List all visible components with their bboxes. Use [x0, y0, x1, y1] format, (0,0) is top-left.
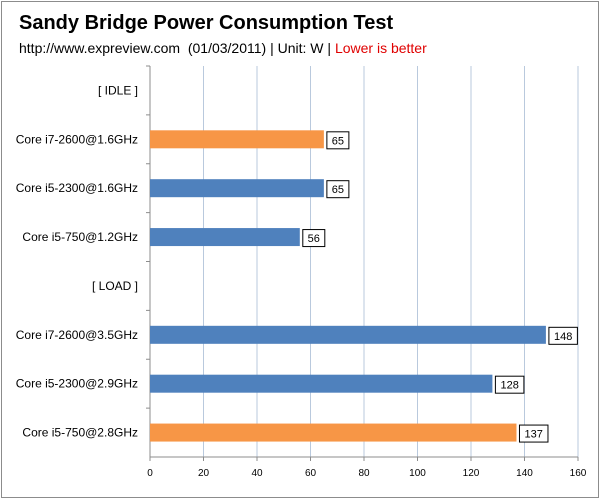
data-label-box — [548, 326, 578, 345]
x-tick-label: 40 — [251, 468, 263, 479]
x-tick-label: 60 — [305, 468, 317, 479]
subtitle-source: http://www.expreview.com — [19, 40, 181, 56]
bar — [150, 423, 517, 442]
category-label: Core i5-750@2.8GHz — [22, 426, 138, 440]
x-tick-label: 20 — [198, 468, 210, 479]
bar — [150, 325, 546, 344]
data-label: 65 — [332, 184, 344, 196]
data-label-box — [302, 229, 326, 248]
data-label-box — [326, 131, 350, 150]
bar — [150, 228, 300, 247]
bar — [150, 374, 493, 393]
chart-title: Sandy Bridge Power Consumption Test — [19, 12, 394, 34]
category-label: Core i5-750@1.2GHz — [22, 230, 138, 244]
subtitle-note: Lower is better — [334, 40, 427, 56]
data-label: 137 — [525, 429, 543, 441]
category-label: [ IDLE ] — [98, 83, 138, 97]
subtitle-date: (01/03/2011) — [187, 40, 267, 56]
category-label: [ LOAD ] — [92, 279, 138, 293]
category-label: Core i5-2300@2.9GHz — [16, 377, 138, 391]
data-label: 56 — [308, 233, 320, 245]
x-tick-label: 140 — [516, 468, 533, 479]
x-tick-label: 160 — [570, 468, 587, 479]
data-label: 65 — [332, 135, 344, 147]
data-label-box — [326, 180, 350, 199]
data-label-box — [494, 375, 525, 394]
category-label: Core i5-2300@1.6GHz — [16, 181, 138, 195]
x-tick-label: 80 — [358, 468, 370, 479]
data-label: 148 — [554, 331, 572, 343]
bar — [150, 130, 324, 149]
category-label: Core i7-2600@3.5GHz — [16, 328, 138, 342]
x-tick-label: 0 — [147, 468, 153, 479]
x-tick-label: 100 — [409, 468, 426, 479]
x-tick-label: 120 — [463, 468, 480, 479]
data-label-box — [518, 424, 549, 443]
subtitle-unit: Unit: W — [277, 40, 324, 56]
data-label: 128 — [500, 380, 518, 392]
category-label: Core i7-2600@1.6GHz — [16, 132, 138, 146]
chart-subtitle: http://www.expreview.com (01/03/2011) | … — [19, 40, 427, 56]
bar — [150, 179, 324, 198]
